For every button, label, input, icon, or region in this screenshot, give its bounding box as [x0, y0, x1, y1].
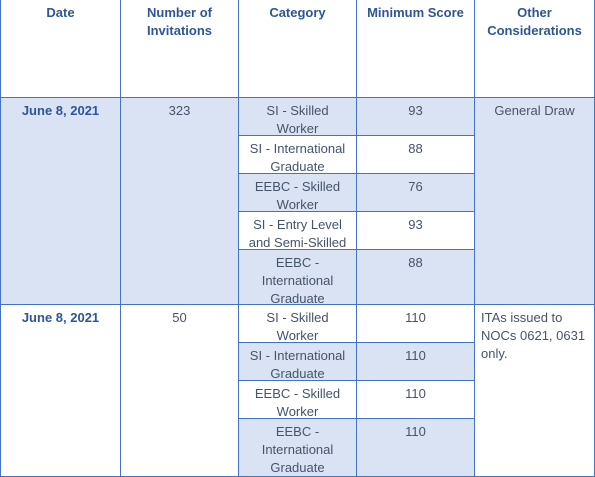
category-cell: SI - International Graduate [238, 342, 357, 381]
category-cell: EEBC - International Graduate [238, 249, 357, 306]
invitations-cell: 50 [120, 304, 239, 477]
other-cell: ITAs issued to NOCs 0621, 0631 only. [474, 304, 595, 477]
other-header: Other Considerations [474, 0, 595, 98]
category-cell: SI - Entry Level and Semi-Skilled [238, 211, 357, 250]
date-cell: June 8, 2021 [0, 304, 121, 477]
score-cell: 110 [356, 418, 475, 477]
score-cell: 76 [356, 173, 475, 212]
score-header: Minimum Score [356, 0, 475, 98]
score-cell: 93 [356, 97, 475, 136]
score-cell: 110 [356, 342, 475, 381]
score-cell: 93 [356, 211, 475, 250]
invitations-header: Number of Invitations [120, 0, 239, 98]
score-cell: 88 [356, 135, 475, 174]
invitations-cell: 323 [120, 97, 239, 305]
date-header: Date [0, 0, 121, 98]
category-cell: SI - Skilled Worker [238, 304, 357, 343]
other-cell: General Draw [474, 97, 595, 305]
category-cell: SI - Skilled Worker [238, 97, 357, 136]
category-cell: EEBC - Skilled Worker [238, 380, 357, 419]
date-cell: June 8, 2021 [0, 97, 121, 305]
category-header: Category [238, 0, 357, 98]
category-cell: EEBC - Skilled Worker [238, 173, 357, 212]
category-cell: EEBC - International Graduate [238, 418, 357, 477]
score-cell: 88 [356, 249, 475, 305]
category-cell: SI - International Graduate [238, 135, 357, 174]
score-cell: 110 [356, 380, 475, 419]
score-cell: 110 [356, 304, 475, 343]
